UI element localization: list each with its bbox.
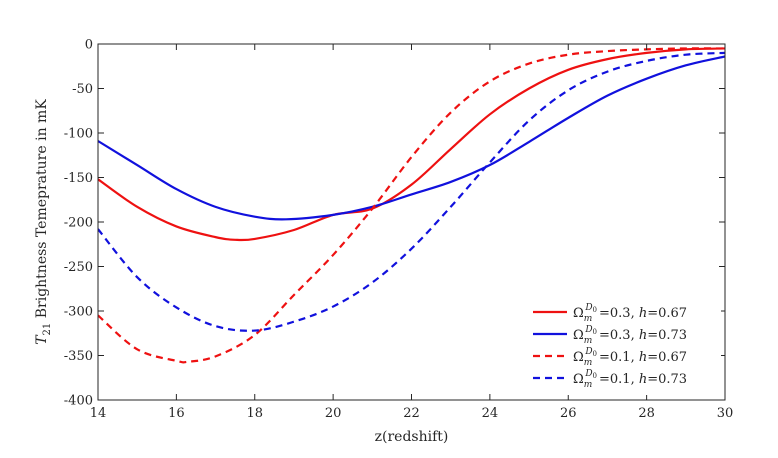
y-tick-label: -100: [64, 127, 93, 142]
y-axis-label-symbol: T: [34, 334, 50, 345]
x-tick-label: 14: [90, 406, 107, 421]
y-tick-label: -50: [72, 82, 93, 97]
y-axis: 0 -50 -100 -150 -200 -250 -300 -350 -400: [64, 38, 725, 409]
y-tick-label: 0: [85, 38, 93, 53]
series-line-1-solid: [98, 47, 725, 242]
y-tick-label: -150: [64, 171, 93, 186]
y-tick-label: -250: [64, 260, 93, 275]
y-axis-label-text: Brightness Temeprature in mK: [34, 99, 50, 323]
series-line-3-dashed: [98, 47, 725, 364]
x-axis: 14 16 18 20 22 24 26 28 30: [90, 44, 734, 421]
x-tick-label: 28: [638, 406, 655, 421]
legend-label-1: ΩmD0 =0.3, h=0.67: [573, 303, 687, 324]
y-tick-label: -200: [64, 216, 93, 231]
x-tick-label: 30: [717, 406, 734, 421]
y-tick-label: -400: [64, 394, 93, 409]
legend-label-2: ΩmD0 =0.3, h=0.73: [573, 325, 687, 346]
x-tick-label: 20: [325, 406, 342, 421]
y-axis-label-subscript: 21: [42, 323, 53, 336]
y-tick-label: -350: [64, 349, 93, 364]
x-axis-label: z(redshift): [375, 429, 449, 445]
x-tick-label: 26: [560, 406, 577, 421]
y-tick-label: -300: [64, 305, 93, 320]
y-axis-label: T21 Brightness Temeprature in mK: [34, 99, 53, 345]
x-tick-label: 16: [168, 406, 185, 421]
legend-label-3: ΩmD0 =0.1, h=0.67: [573, 347, 687, 368]
series-layer: [98, 47, 725, 364]
legend-label-4: ΩmD0 =0.1, h=0.73: [573, 369, 687, 390]
x-tick-label: 24: [482, 406, 499, 421]
x-tick-label: 22: [403, 406, 420, 421]
series-line-2-solid: [98, 55, 725, 221]
series-line-4-dashed: [98, 51, 725, 332]
x-tick-label: 18: [246, 406, 263, 421]
